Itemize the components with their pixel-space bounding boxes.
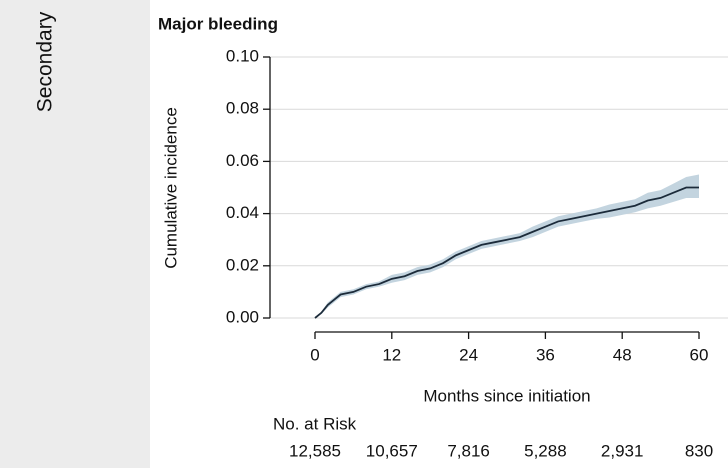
risk-count: 7,816 (447, 441, 490, 460)
risk-table-title: No. at Risk (273, 414, 357, 433)
x-axis-label: Months since initiation (423, 386, 590, 405)
risk-count: 830 (685, 441, 713, 460)
x-tick-label: 60 (690, 345, 709, 364)
risk-count: 2,931 (601, 441, 644, 460)
y-tick-label: 0.00 (226, 307, 259, 326)
y-tick-label: 0.10 (226, 46, 259, 65)
risk-count: 10,657 (366, 441, 418, 460)
confidence-band (315, 174, 699, 318)
y-tick-label: 0.06 (226, 151, 259, 170)
x-tick-label: 36 (536, 345, 555, 364)
incidence-line (314, 186, 699, 319)
y-tick-label: 0.04 (226, 203, 259, 222)
y-tick-label: 0.08 (226, 99, 259, 118)
chart-title: Major bleeding (158, 14, 278, 33)
x-tick-label: 48 (613, 345, 632, 364)
y-axis-label: Cumulative incidence (161, 107, 180, 269)
panel-strip (0, 0, 150, 468)
x-tick-label: 0 (310, 345, 319, 364)
risk-count: 5,288 (524, 441, 567, 460)
y-tick-label: 0.02 (226, 255, 259, 274)
x-tick-label: 24 (459, 345, 478, 364)
x-tick-label: 12 (382, 345, 401, 364)
panel-label: Secondary (34, 11, 57, 112)
risk-count: 12,585 (289, 441, 341, 460)
